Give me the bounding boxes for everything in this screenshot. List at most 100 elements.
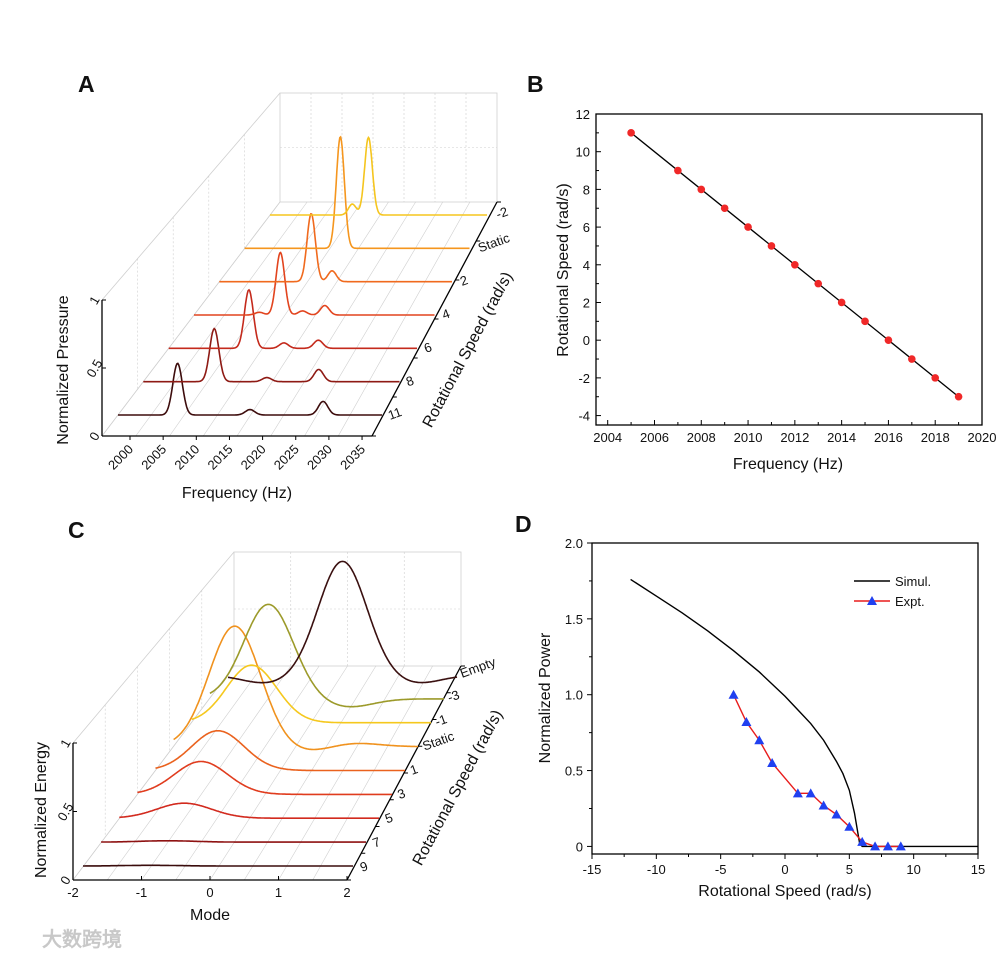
data-point <box>908 355 916 363</box>
floor-gridline <box>337 201 471 437</box>
panel-label-b: B <box>527 71 544 97</box>
floor-gridline <box>141 665 291 881</box>
x-tick-label: -1 <box>136 885 148 900</box>
floor-gridline <box>209 665 348 881</box>
series-line-Static <box>244 135 470 250</box>
x-tick-label: 2018 <box>921 430 950 445</box>
data-point <box>814 279 823 288</box>
y-tick-label: 12 <box>576 107 590 122</box>
depth-tick-label: 5 <box>383 810 395 827</box>
depth-tick-label: 11 <box>386 404 404 423</box>
data-point-triangle <box>831 809 842 819</box>
z-tick-label: 1 <box>86 293 103 307</box>
data-point-triangle <box>882 841 893 851</box>
data-point-triangle <box>792 788 803 798</box>
panel-label-a: A <box>78 71 95 97</box>
x-tick-label: 0 <box>781 862 788 877</box>
panel-a-xlabel: Frequency (Hz) <box>182 485 292 502</box>
panel-b-ylabel: Rotational Speed (rad/s) <box>555 183 572 356</box>
x-tick-label: 2025 <box>271 442 302 473</box>
x-tick-label: 2005 <box>138 442 169 473</box>
series-line-7 <box>101 839 366 843</box>
depth-tick-label: Static <box>476 230 512 255</box>
data-point-triangle <box>895 841 906 851</box>
x-tick-label: -15 <box>583 862 602 877</box>
series-line--2 <box>270 135 487 216</box>
x-tick-label: 2020 <box>238 442 269 473</box>
depth-tick-label: -1 <box>433 711 449 729</box>
data-point <box>791 260 799 269</box>
panel-b-xlabel: Frequency (Hz) <box>733 456 843 473</box>
panel-d-xlabel: Rotational Speed (rad/s) <box>698 883 871 900</box>
x-tick-label: -10 <box>647 862 666 877</box>
series-line--3 <box>209 603 444 708</box>
panel-c-ylabel: Rotational Speed (rad/s) <box>410 707 506 868</box>
series-line-8 <box>143 327 400 383</box>
series-line-11 <box>118 362 382 416</box>
x-tick-label: 5 <box>846 862 853 877</box>
floor-gridline <box>304 201 444 437</box>
x-tick-label: 2 <box>343 885 350 900</box>
depth-tick-label: 4 <box>440 306 452 323</box>
depth-tick-label: -2 <box>494 204 510 222</box>
y-tick-label: 10 <box>576 145 590 160</box>
depth-tick-label: Empty <box>458 654 498 681</box>
panel-3-plot-frame <box>591 542 979 855</box>
data-point <box>674 166 682 175</box>
series-line-simul <box>630 578 978 848</box>
series-line-1 <box>155 729 405 772</box>
panel-label-d: D <box>515 511 532 537</box>
side-wall-edge <box>72 551 235 744</box>
panel-c-xlabel: Mode <box>190 907 230 924</box>
x-tick-label: 2006 <box>640 430 669 445</box>
data-point <box>837 298 846 307</box>
y-tick-label: 2.0 <box>565 536 583 551</box>
series-line-6 <box>168 288 417 350</box>
data-point <box>697 185 706 194</box>
data-point <box>931 374 940 382</box>
panel-1-plot-frame <box>595 113 983 426</box>
floor-gridline <box>107 665 263 881</box>
data-point <box>744 223 752 231</box>
series-line-Empty <box>227 560 458 684</box>
series-line-9 <box>83 864 353 867</box>
data-point <box>954 392 963 401</box>
floor-gridline <box>270 201 416 437</box>
floor-gridline <box>101 201 281 437</box>
y-tick-label: 8 <box>583 182 590 197</box>
depth-tick-label: 2 <box>458 272 470 289</box>
y-tick-label: 1.5 <box>565 612 583 627</box>
data-point-triangle <box>754 735 765 745</box>
panel-c-zlabel: Normalized Energy <box>33 742 50 878</box>
series-line-3 <box>137 760 392 796</box>
y-tick-label: 6 <box>583 220 590 235</box>
floor-gridline <box>72 665 235 881</box>
panel-a-zlabel: Normalized Pressure <box>55 295 72 444</box>
x-tick-label: 2020 <box>968 430 997 445</box>
depth-tick-label: 7 <box>370 834 382 851</box>
x-tick-label: -2 <box>67 885 79 900</box>
depth-tick-label: 1 <box>408 761 420 778</box>
z-tick-label: 1 <box>57 736 74 750</box>
x-tick-label: 2008 <box>687 430 716 445</box>
depth-tick-label: 3 <box>395 785 407 802</box>
watermark: 大数跨境 <box>42 927 122 951</box>
side-wall-edge <box>101 92 281 301</box>
legend-marker-expt <box>867 596 877 605</box>
y-tick-label: -2 <box>578 371 590 386</box>
x-tick-label: 2010 <box>734 430 763 445</box>
x-tick-label: 2010 <box>171 442 202 473</box>
data-point <box>884 336 893 344</box>
data-point <box>861 317 869 326</box>
series-line-Static <box>173 625 418 751</box>
y-tick-label: 0 <box>583 333 590 348</box>
x-tick-label: 1 <box>275 885 282 900</box>
series-line-expt <box>732 694 901 848</box>
y-tick-label: 4 <box>583 258 590 273</box>
series-line-2 <box>219 213 452 283</box>
panel-d-ylabel: Normalized Power <box>537 632 554 763</box>
y-tick-label: 2 <box>583 295 590 310</box>
data-point-triangle <box>870 841 881 851</box>
data-point-triangle <box>844 821 855 831</box>
panel-a-ylabel: Rotational Speed (rad/s) <box>420 269 516 430</box>
